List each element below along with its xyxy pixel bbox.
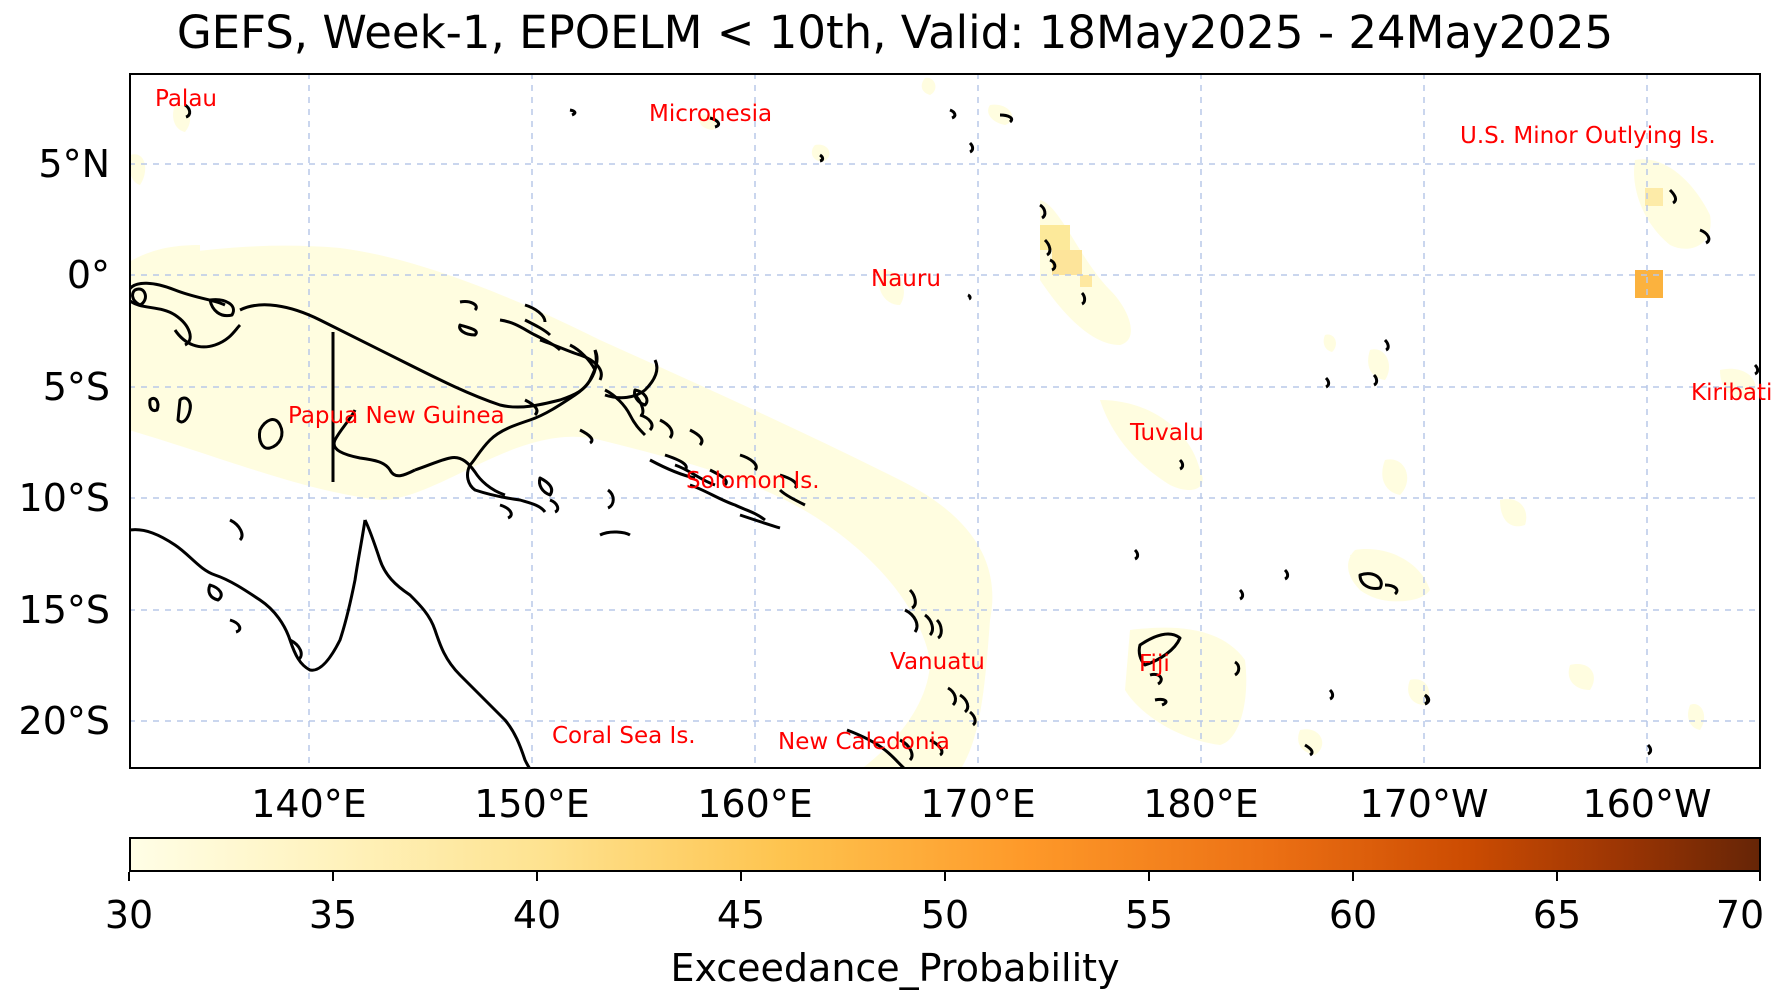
lat-label-15s: 15°S <box>18 588 110 632</box>
country-label-nauru: Nauru <box>871 266 941 292</box>
colorbar-tick <box>536 872 538 881</box>
colorbar-tick-label: 65 <box>1532 893 1582 937</box>
lon-label-140e: 140°E <box>251 782 367 826</box>
colorbar-tick-label: 40 <box>512 893 562 937</box>
lat-label-20s: 20°S <box>18 699 110 743</box>
country-label-micronesia: Micronesia <box>649 101 773 127</box>
probability-hotspots <box>1040 188 1663 298</box>
colorbar-tick-label: 30 <box>104 893 154 937</box>
country-label-vanuatu: Vanuatu <box>890 649 985 675</box>
lon-label-170e: 170°E <box>920 782 1036 826</box>
country-label-solomon-islands: Solomon Is. <box>686 468 820 494</box>
colorbar-tick-label: 50 <box>920 893 970 937</box>
lon-label-160w: 160°W <box>1582 782 1712 826</box>
map-panel <box>129 73 1761 769</box>
country-label-fiji: Fiji <box>1139 651 1170 677</box>
colorbar-tick <box>1352 872 1354 881</box>
colorbar-tick-label: 70 <box>1715 893 1765 937</box>
colorbar-tick <box>1759 872 1761 881</box>
colorbar-tick <box>128 872 130 881</box>
colorbar-tick <box>1556 872 1558 881</box>
lat-label-0: 0° <box>66 253 110 297</box>
map-canvas <box>131 75 1759 767</box>
country-label-papua-new-guinea: Papua New Guinea <box>288 403 505 429</box>
country-label-kiribati: Kiribati <box>1691 380 1773 406</box>
country-label-palau: Palau <box>155 86 217 112</box>
colorbar <box>129 837 1761 872</box>
lon-label-160e: 160°E <box>697 782 813 826</box>
country-label-tuvalu: Tuvalu <box>1130 420 1204 446</box>
country-label-coral-sea-islands: Coral Sea Is. <box>552 723 696 749</box>
colorbar-tick-label: 55 <box>1124 893 1174 937</box>
country-label-us-minor-outlying: U.S. Minor Outlying Is. <box>1460 123 1716 149</box>
gridlines <box>131 75 1759 767</box>
lat-label-5n: 5°N <box>38 142 110 186</box>
map-title: GEFS, Week-1, EPOELM < 10th, Valid: 18Ma… <box>176 6 1614 59</box>
lon-label-150e: 150°E <box>474 782 590 826</box>
country-label-new-caledonia: New Caledonia <box>778 729 950 755</box>
colorbar-tick <box>944 872 946 881</box>
colorbar-tick <box>740 872 742 881</box>
colorbar-tick <box>1148 872 1150 881</box>
colorbar-tick-label: 60 <box>1328 893 1378 937</box>
lat-label-5s: 5°S <box>42 365 110 409</box>
colorbar-tick-label: 35 <box>308 893 358 937</box>
lat-label-10s: 10°S <box>18 476 110 520</box>
colorbar-title: Exceedance_Probability <box>670 946 1120 990</box>
coastlines <box>131 103 1759 767</box>
probability-shading <box>131 77 1756 767</box>
lon-label-180e: 180°E <box>1143 782 1259 826</box>
colorbar-tick <box>332 872 334 881</box>
lon-label-170w: 170°W <box>1359 782 1489 826</box>
colorbar-tick-label: 45 <box>716 893 766 937</box>
